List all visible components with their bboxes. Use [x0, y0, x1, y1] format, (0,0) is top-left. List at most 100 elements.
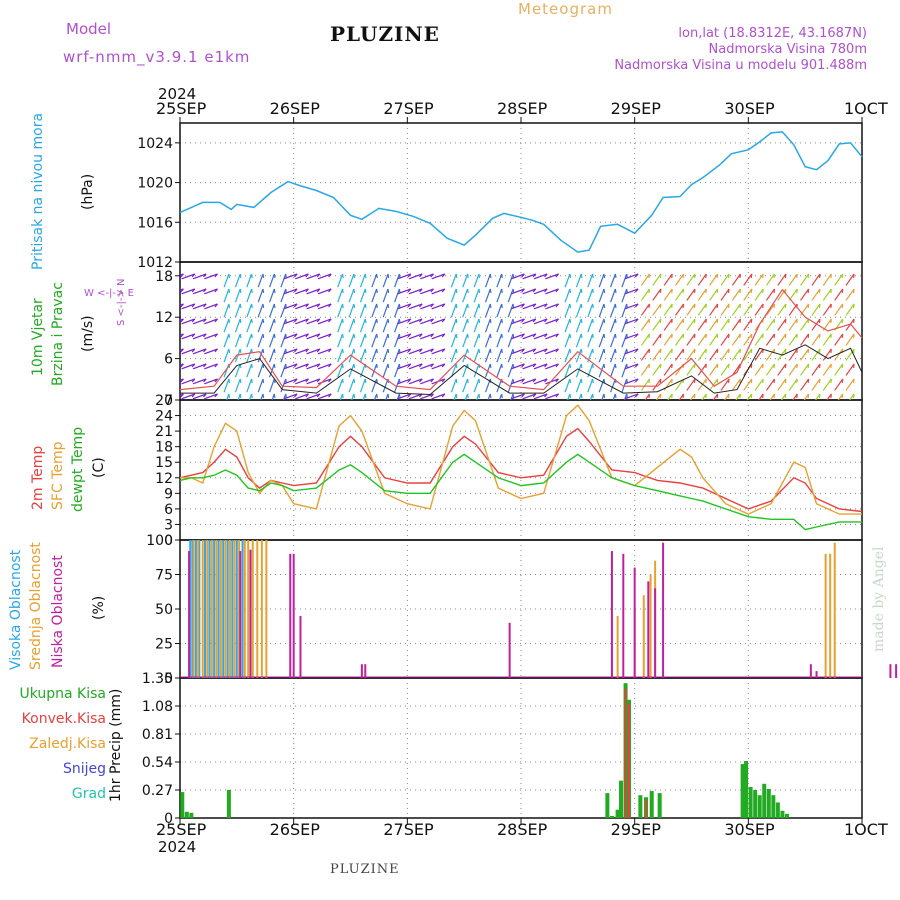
meteogram-title: Meteogram	[518, 0, 613, 18]
wind-arrow-head	[293, 378, 298, 383]
cloud-bar	[201, 540, 204, 678]
wind-arrow	[624, 348, 639, 355]
wind-arrow-head	[603, 333, 606, 339]
wind-arrow-head	[466, 303, 469, 309]
wind-arrow-head	[489, 333, 492, 339]
wind-arrow-head	[239, 393, 242, 399]
y-tick-label: 27	[155, 393, 173, 409]
wind-arrow	[788, 333, 798, 346]
wind-arrow-head	[555, 318, 559, 323]
wind-arrow	[257, 288, 264, 303]
wind-arrow-head	[603, 393, 606, 399]
wind-arrow-head	[203, 363, 207, 368]
wind-arrow	[601, 393, 605, 400]
wind-arrow-head	[544, 333, 548, 338]
wind-arrow-head	[293, 288, 298, 293]
wind-arrow-head	[512, 348, 515, 354]
wind-arrow-head	[544, 303, 548, 308]
wind-arrow-head	[478, 303, 481, 309]
wind-arrow	[663, 318, 673, 331]
wind-arrow	[609, 273, 616, 288]
wind-arrow	[431, 333, 446, 340]
wind-arrow	[192, 378, 207, 385]
wind-arrow-head	[555, 303, 559, 308]
wind-arrow	[522, 288, 536, 295]
wind-arrow	[223, 318, 230, 333]
wind-arrow-head	[569, 348, 572, 354]
wind-arrow	[720, 363, 730, 376]
wind-arrow-head	[305, 393, 309, 398]
wind-arrow	[663, 288, 673, 301]
wind-arrow	[397, 393, 411, 400]
precip-bar	[615, 809, 620, 818]
wind-arrow-head	[544, 393, 548, 398]
footer-station: PLUZINE	[330, 862, 400, 877]
wind-arrow	[754, 363, 764, 376]
wind-arrow	[675, 288, 685, 301]
precip-legend-item: Zaledj.Kisa	[29, 736, 106, 752]
wind-arrow	[192, 303, 207, 310]
wind-arrow	[408, 288, 423, 295]
wind-arrow-head	[316, 303, 321, 308]
wind-arrow	[598, 288, 605, 303]
wind-arrow-head	[293, 393, 298, 398]
wind-arrow-head	[441, 363, 446, 368]
wind-arrow	[317, 363, 332, 370]
wind-arrow	[663, 303, 673, 316]
wind-arrow-head	[262, 348, 265, 354]
wind-arrow-head	[262, 333, 265, 339]
wind-arrow-head	[407, 333, 412, 338]
wind-arrow	[394, 273, 400, 288]
wind-arrow-head	[262, 378, 265, 384]
wind-arrow-head	[555, 333, 559, 338]
precip-bar	[184, 811, 189, 818]
wind-arrow	[371, 288, 378, 303]
wind-arrow-head	[316, 348, 321, 353]
wind-arrow	[640, 348, 650, 361]
wind-arrow	[204, 333, 218, 340]
wind-arrow-head	[512, 378, 515, 384]
wind-arrow-head	[580, 333, 583, 339]
y-tick-label: 0	[164, 393, 173, 409]
wind-arrow-head	[398, 333, 401, 339]
wind-arrow-head	[180, 363, 184, 368]
y-tick-label: 0.81	[142, 727, 173, 743]
cloud-bar	[243, 540, 246, 678]
wind-arrow	[317, 348, 332, 355]
wind-arrow	[507, 363, 514, 378]
precip-bar	[638, 795, 643, 818]
wind-arrow	[845, 273, 855, 286]
wind-arrow-head	[626, 393, 628, 399]
y-tick-label: 100	[146, 533, 173, 549]
wind-arrow-head	[262, 363, 265, 369]
wind-arrow	[765, 303, 775, 316]
cloud-bar	[188, 551, 191, 678]
wind-arrow	[765, 273, 775, 286]
wind-arrow	[788, 318, 798, 331]
wind-arrow	[450, 288, 457, 303]
wind-arrow-head	[285, 273, 287, 279]
wind-arrow-head	[398, 363, 401, 369]
wind-arrow-head	[262, 303, 265, 309]
wind-arrow	[533, 333, 548, 340]
wind-arrow-head	[341, 333, 344, 339]
pressure-line	[179, 131, 863, 253]
wind-arrow	[507, 333, 514, 348]
wind-arrow-head	[580, 348, 583, 354]
wind-arrow-head	[353, 318, 356, 324]
wind-arrow	[431, 288, 446, 295]
wind-arrow-head	[430, 288, 434, 293]
cloud-bar	[222, 540, 225, 678]
wind-arrow-head	[328, 333, 332, 338]
time-tick-top: 27SEP	[383, 99, 434, 118]
wind-arrow	[476, 393, 480, 400]
wind-arrow	[306, 348, 321, 355]
wind-arrow	[545, 378, 559, 385]
time-tick-top: 26SEP	[269, 99, 320, 118]
wind-arrow	[234, 303, 241, 318]
wind-arrow-head	[521, 393, 525, 398]
wind-arrow-head	[512, 273, 515, 279]
wind-arrow	[609, 288, 616, 303]
wind-arrow	[306, 288, 321, 295]
wind-arrow	[834, 363, 844, 376]
